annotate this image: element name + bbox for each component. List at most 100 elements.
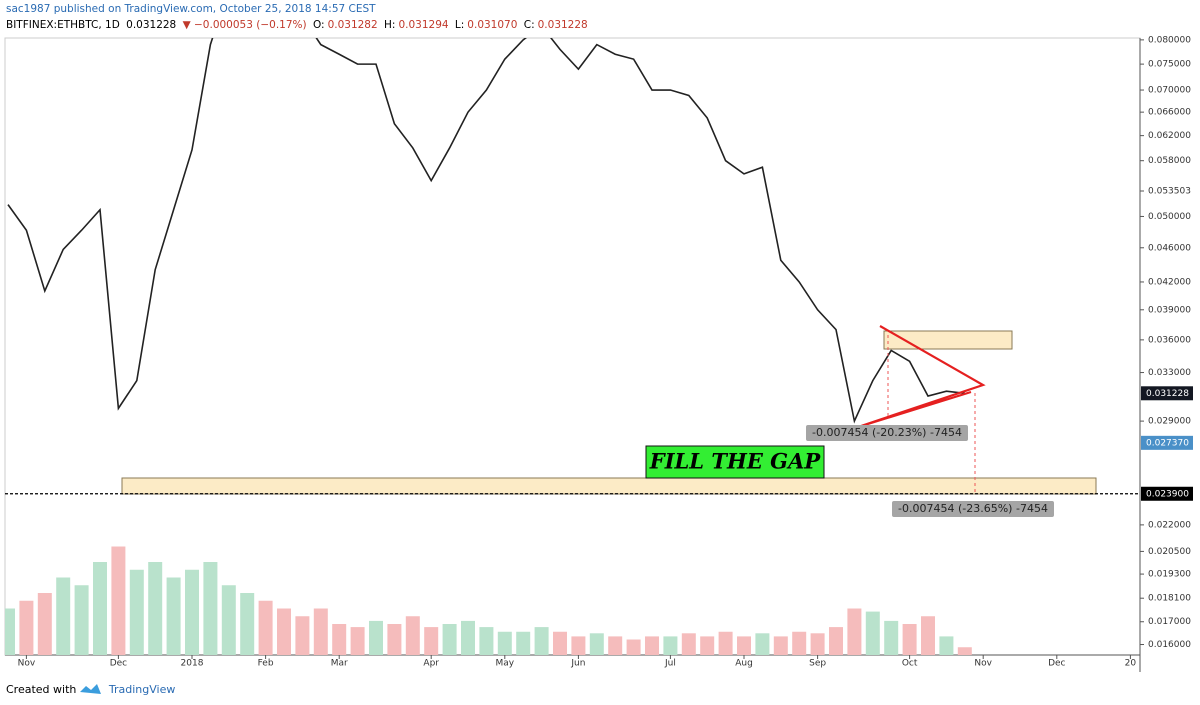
change: ▼ −0.000053 (−0.17%) <box>182 19 307 31</box>
volume-bar <box>461 620 475 655</box>
volume-bar <box>93 562 107 655</box>
y-tick-label: 0.016000 <box>1148 640 1191 650</box>
y-tick-label: 0.058000 <box>1148 156 1191 166</box>
volume-bar <box>37 593 52 655</box>
x-tick-label: Jul <box>664 659 676 669</box>
volume-bar <box>148 562 163 655</box>
volume-bar <box>19 600 34 655</box>
fill-gap-label: FILL THE GAP <box>649 449 822 474</box>
x-tick-label: May <box>495 659 514 669</box>
volume-bar <box>74 585 89 655</box>
volume-bar <box>313 608 328 655</box>
price-tag-label: 0.031228 <box>1146 389 1189 399</box>
x-tick-label: Nov <box>974 659 992 669</box>
y-tick-label: 0.070000 <box>1148 86 1191 96</box>
y-tick-label: 0.080000 <box>1148 35 1191 45</box>
volume-bar <box>847 608 862 655</box>
x-tick-label: Nov <box>18 659 36 669</box>
volume-bar <box>185 569 199 655</box>
volume-bar <box>773 636 788 655</box>
last: 0.031228 <box>126 19 177 31</box>
volume-bar <box>792 631 807 655</box>
symbol: BITFINEX:ETHBTC, 1D <box>6 19 120 31</box>
o: 0.031282 <box>327 19 378 31</box>
x-tick-label: Apr <box>423 659 439 669</box>
fill-gap-box <box>645 445 825 479</box>
price-tag <box>1141 486 1193 501</box>
volume-bar <box>884 620 899 655</box>
h: 0.031294 <box>398 19 449 31</box>
volume-bar <box>645 636 659 655</box>
x-tick-label: Mar <box>331 659 348 669</box>
volume-bar <box>405 616 420 655</box>
volume-bar <box>369 620 383 655</box>
volume-bar <box>589 633 604 655</box>
x-tick-label: Oct <box>902 659 918 669</box>
volume-bar <box>258 600 273 655</box>
volume-bar <box>221 585 236 655</box>
y-tick-label: 0.042000 <box>1148 277 1191 287</box>
l: 0.031070 <box>467 19 518 31</box>
price-tag-label: 0.023900 <box>1146 489 1189 499</box>
price-tag <box>1141 386 1193 401</box>
measure-label: -0.007454 (-20.23%) -7454 <box>812 426 962 439</box>
volume-bar <box>755 633 770 655</box>
measure-label: -0.007454 (-23.65%) -7454 <box>898 502 1048 515</box>
y-tick-label: 0.066000 <box>1148 108 1191 118</box>
ohlc-bar: BITFINEX:ETHBTC, 1D 0.031228 ▼ −0.000053… <box>6 19 591 31</box>
volume-bar <box>829 627 843 655</box>
price-tag-label: 0.027370 <box>1146 438 1189 448</box>
x-tick-label: 20 <box>1125 659 1137 669</box>
volume-bar <box>424 627 439 655</box>
y-tick-label: 0.020500 <box>1148 547 1191 557</box>
measure-box <box>806 425 968 441</box>
volume-bar <box>865 611 880 655</box>
volume-bar <box>166 577 181 655</box>
volume-bar <box>626 639 641 655</box>
h-label: H: <box>384 19 396 31</box>
y-tick-label: 0.050000 <box>1148 212 1191 222</box>
l-label: L: <box>454 19 465 31</box>
y-tick-label: 0.039000 <box>1148 305 1191 315</box>
volume-bar <box>608 636 623 655</box>
x-tick-label: Dec <box>110 659 127 669</box>
volume-bar <box>902 624 917 655</box>
y-tick-label: 0.022000 <box>1148 520 1191 530</box>
volume-bar <box>534 627 549 655</box>
price-line <box>7 38 965 424</box>
publisher: sac1987 published on TradingView.com, Oc… <box>6 3 376 15</box>
volume-bar <box>921 616 935 655</box>
volume-bar <box>129 569 144 655</box>
y-tick-label: 0.075000 <box>1148 60 1191 70</box>
volume-bar <box>957 647 972 655</box>
volume-bar <box>442 624 457 655</box>
volume-bar <box>479 627 494 655</box>
volume-bar <box>350 627 365 655</box>
volume-bar <box>387 624 402 655</box>
triangle <box>854 325 986 430</box>
x-tick-label: Aug <box>735 659 753 669</box>
volume-bar <box>516 631 531 655</box>
resistance-zone <box>883 330 1013 350</box>
y-tick-label: 0.018100 <box>1148 594 1191 604</box>
y-tick-label: 0.029000 <box>1148 417 1191 427</box>
c-label: C: <box>523 19 535 31</box>
y-tick-label: 0.019300 <box>1148 570 1191 580</box>
o-label: O: <box>312 19 325 31</box>
volume-bar <box>939 636 954 655</box>
volume-bar <box>203 562 218 655</box>
x-tick-label: Sep <box>809 659 826 669</box>
footer: Created with TradingView <box>6 683 178 696</box>
measure-box <box>892 501 1054 517</box>
y-tick-label: 0.053503 <box>1148 187 1191 197</box>
volume-bar <box>810 633 825 655</box>
x-tick-label: 2018 <box>181 659 204 669</box>
created-with: Created with <box>6 683 77 696</box>
volume-bar <box>277 608 291 655</box>
y-tick-label: 0.046000 <box>1148 243 1191 253</box>
volume-bar <box>718 631 733 655</box>
volume-bar <box>737 636 751 655</box>
y-tick-label: 0.017000 <box>1148 617 1191 627</box>
volume-bar <box>295 616 310 655</box>
